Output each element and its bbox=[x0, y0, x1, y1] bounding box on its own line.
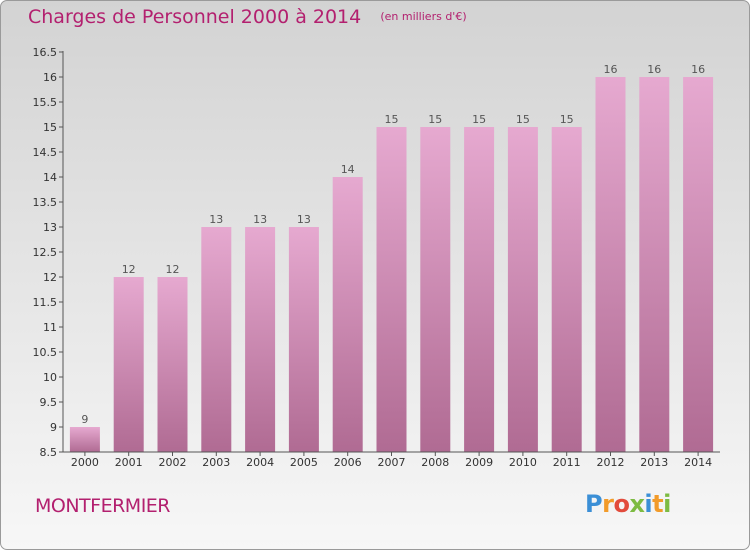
logo-letter: i bbox=[644, 490, 653, 518]
x-tick-label-2007: 2007 bbox=[378, 456, 406, 469]
x-tick-label-2008: 2008 bbox=[421, 456, 449, 469]
bar-2010 bbox=[507, 127, 538, 452]
x-tick-label-2014: 2014 bbox=[684, 456, 712, 469]
chart-title: Charges de Personnel 2000 à 2014 bbox=[28, 6, 362, 28]
bar-2008 bbox=[420, 127, 451, 452]
bar-2007 bbox=[376, 127, 407, 452]
bar-2004 bbox=[245, 227, 276, 452]
value-label-2014: 16 bbox=[691, 63, 705, 76]
y-tick-label: 13 bbox=[43, 221, 57, 234]
x-tick-label-2004: 2004 bbox=[246, 456, 274, 469]
x-tick-label-2005: 2005 bbox=[290, 456, 318, 469]
y-tick-label: 12 bbox=[43, 271, 57, 284]
logo-letter: o bbox=[613, 490, 630, 518]
logo-letter: x bbox=[629, 490, 645, 518]
y-tick-label: 16.5 bbox=[33, 46, 58, 59]
y-tick-label: 16 bbox=[43, 71, 57, 84]
value-label-2003: 13 bbox=[209, 213, 223, 226]
bar-2014 bbox=[683, 77, 714, 452]
bar-2006 bbox=[332, 177, 363, 452]
logo-letter: t bbox=[652, 490, 664, 518]
value-label-2013: 16 bbox=[647, 63, 661, 76]
y-tick-label: 10.5 bbox=[33, 346, 58, 359]
y-tick-label: 14.5 bbox=[33, 146, 58, 159]
value-label-2008: 15 bbox=[428, 113, 442, 126]
value-label-2004: 13 bbox=[253, 213, 267, 226]
bar-2011 bbox=[551, 127, 582, 452]
bar-2001 bbox=[113, 277, 144, 452]
y-tick-label: 10 bbox=[43, 371, 57, 384]
y-tick-label: 15.5 bbox=[33, 96, 58, 109]
bar-2012 bbox=[595, 77, 626, 452]
axes-layer: 2000 2001 2002 2003 2004 2005 2006 2007 2008 2009… bbox=[33, 46, 720, 469]
y-tick-label: 8.5 bbox=[40, 446, 58, 459]
commune-name: MONTFERMIER bbox=[35, 495, 171, 517]
y-tick-label: 11 bbox=[43, 321, 57, 334]
value-label-2001: 12 bbox=[122, 263, 136, 276]
y-tick-label: 12.5 bbox=[33, 246, 58, 259]
title-row: Charges de Personnel 2000 à 2014 (en mil… bbox=[28, 6, 467, 28]
y-tick-label: 9.5 bbox=[40, 396, 58, 409]
x-tick-label-2013: 2013 bbox=[640, 456, 668, 469]
logo-letter: i bbox=[663, 490, 671, 518]
value-label-2009: 15 bbox=[472, 113, 486, 126]
bar-2013 bbox=[639, 77, 670, 452]
bars-layer: 9 12 12 13 13 13 14 15 15 15 15 15 16 16 16 bbox=[69, 63, 714, 452]
value-label-2006: 14 bbox=[341, 163, 355, 176]
y-tick-label: 9 bbox=[50, 421, 57, 434]
value-label-2011: 15 bbox=[560, 113, 574, 126]
value-label-2007: 15 bbox=[385, 113, 399, 126]
bar-2003 bbox=[201, 227, 232, 452]
x-tick-label-2002: 2002 bbox=[159, 456, 187, 469]
x-tick-label-2012: 2012 bbox=[597, 456, 625, 469]
value-label-2012: 16 bbox=[604, 63, 618, 76]
x-tick-label-2006: 2006 bbox=[334, 456, 362, 469]
value-label-2005: 13 bbox=[297, 213, 311, 226]
logo-letter: P bbox=[585, 490, 603, 518]
x-tick-label-2000: 2000 bbox=[71, 456, 99, 469]
bar-2009 bbox=[464, 127, 495, 452]
logo-letter: r bbox=[602, 490, 614, 518]
bar-2002 bbox=[157, 277, 188, 452]
x-tick-label-2010: 2010 bbox=[509, 456, 537, 469]
x-tick-label-2009: 2009 bbox=[465, 456, 493, 469]
value-label-2002: 12 bbox=[166, 263, 180, 276]
x-tick-label-2011: 2011 bbox=[553, 456, 581, 469]
x-tick-label-2001: 2001 bbox=[115, 456, 143, 469]
x-tick-label-2003: 2003 bbox=[202, 456, 230, 469]
bar-2005 bbox=[288, 227, 319, 452]
chart-subtitle: (en milliers d'€) bbox=[380, 10, 467, 23]
y-tick-label: 13.5 bbox=[33, 196, 58, 209]
bar-2000 bbox=[69, 427, 100, 452]
y-tick-label: 11.5 bbox=[33, 296, 58, 309]
y-tick-label: 14 bbox=[43, 171, 57, 184]
y-tick-label: 15 bbox=[43, 121, 57, 134]
value-label-2010: 15 bbox=[516, 113, 530, 126]
proxiti-logo: Proxiti bbox=[585, 490, 671, 518]
value-label-2000: 9 bbox=[81, 413, 88, 426]
